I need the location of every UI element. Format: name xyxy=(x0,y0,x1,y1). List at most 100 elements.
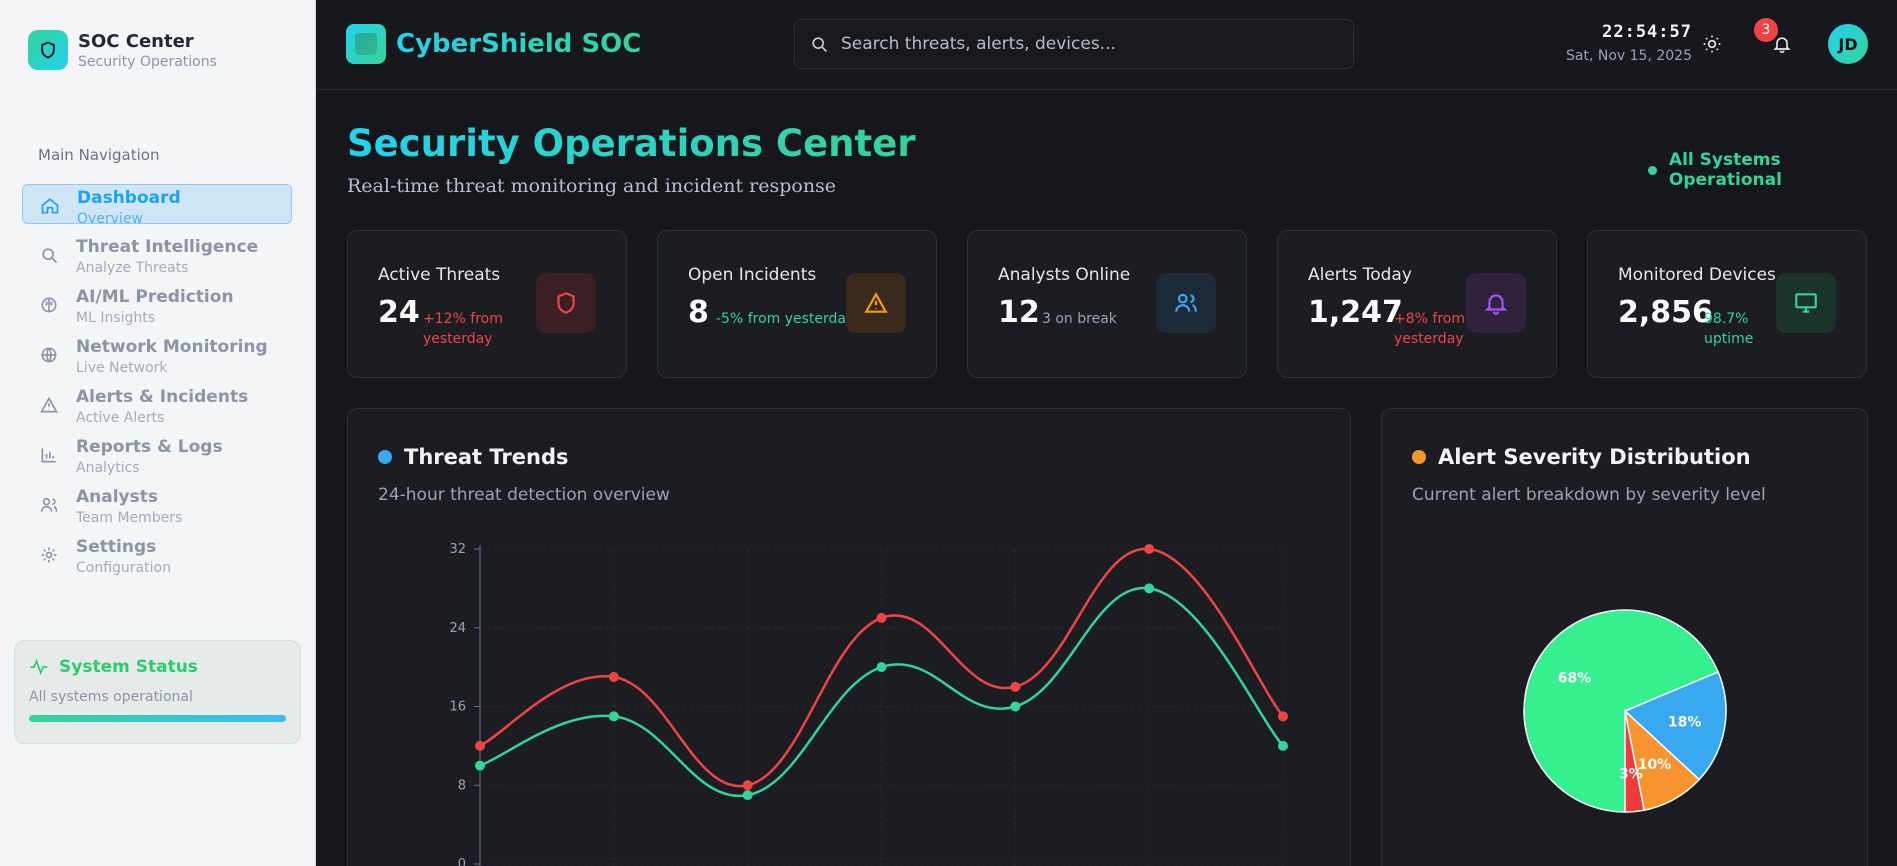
panel-title: Threat Trends xyxy=(378,445,569,469)
main-navigation: Dashboard Overview Threat Intelligence Ana… xyxy=(22,184,292,584)
data-point xyxy=(1010,701,1021,712)
search-box[interactable] xyxy=(794,19,1354,69)
stat-label: Analysts Online xyxy=(998,265,1131,285)
pie-slice xyxy=(1624,710,1645,813)
notifications-button[interactable] xyxy=(1770,32,1794,56)
stat-card-open-incidents[interactable]: Open Incidents 8 -5% from yesterday xyxy=(657,230,937,378)
sidebar-item-analysts[interactable]: Analysts Team Members xyxy=(22,484,292,534)
threat-trends-subtitle: 24-hour threat detection overview xyxy=(378,485,670,505)
page-subtitle: Real-time threat monitoring and incident… xyxy=(347,175,837,197)
bar-chart-icon xyxy=(38,444,60,466)
topbar: CyberShield SOC 22:54:57 Sat, Nov 15, 20… xyxy=(316,0,1897,90)
app-title: CyberShield SOC xyxy=(396,29,642,59)
pie-slice xyxy=(1523,609,1720,813)
gear-icon xyxy=(38,544,60,566)
sidebar-item-sublabel: ML Insights xyxy=(76,310,156,326)
stat-delta-line: yesterday xyxy=(423,331,493,347)
threat-trends-panel: Threat Trends 24-hour threat detection o… xyxy=(347,408,1351,866)
brand-subtitle: Security Operations xyxy=(78,53,217,70)
data-point xyxy=(1278,711,1288,722)
system-status-card: System Status All systems operational xyxy=(14,640,301,744)
data-point xyxy=(1144,544,1155,554)
monitor-icon xyxy=(1776,273,1836,333)
stat-card-alerts-today[interactable]: Alerts Today 1,247 +8% from yesterday xyxy=(1277,230,1557,378)
shield-icon xyxy=(536,273,596,333)
system-status-indicator: All Systems Operational xyxy=(1648,150,1897,190)
stat-delta-line: yesterday xyxy=(1394,331,1464,347)
brand[interactable]: SOC Center Security Operations xyxy=(28,30,217,70)
pie-label: 10% xyxy=(1638,757,1672,773)
sidebar-item-sublabel: Live Network xyxy=(76,360,168,376)
stat-delta-line: +8% from xyxy=(1394,311,1465,327)
sidebar-item-label: Threat Intelligence xyxy=(76,237,259,257)
sidebar-item-sublabel: Configuration xyxy=(76,560,171,576)
sidebar-item-label: Network Monitoring xyxy=(76,337,268,357)
threat-trends-title: Threat Trends xyxy=(404,445,569,469)
sidebar-item-label: AI/ML Prediction xyxy=(76,287,234,307)
warning-icon xyxy=(38,394,60,416)
stat-card-monitored-devices[interactable]: Monitored Devices 2,856 98.7% uptime xyxy=(1587,230,1867,378)
legend-dot xyxy=(378,450,392,464)
stat-delta-line: 98.7% xyxy=(1704,311,1749,327)
stat-card-active-threats[interactable]: Active Threats 24 +12% from yesterday xyxy=(347,230,627,378)
app-brand[interactable]: CyberShield SOC xyxy=(346,24,641,64)
sidebar-item-sublabel: Overview xyxy=(77,211,143,227)
sidebar-item-label: Settings xyxy=(76,537,157,557)
sidebar-item-sublabel: Team Members xyxy=(76,510,183,526)
bell-icon xyxy=(1773,37,1791,54)
warning-icon xyxy=(846,273,906,333)
app-logo xyxy=(346,24,386,64)
activity-icon xyxy=(30,658,48,676)
nav-heading: Main Navigation xyxy=(38,146,160,164)
sidebar-item-sublabel: Analyze Threats xyxy=(76,260,189,276)
stat-delta: -5% from yesterday xyxy=(716,309,854,329)
data-point xyxy=(475,740,485,751)
home-icon xyxy=(39,195,61,217)
stat-delta: 3 on break xyxy=(1042,309,1117,329)
sidebar-item-reports-logs[interactable]: Reports & Logs Analytics xyxy=(22,434,292,484)
sidebar: SOC Center Security Operations Main Navi… xyxy=(0,0,316,866)
globe-icon xyxy=(38,344,60,366)
stat-delta: +12% from yesterday xyxy=(423,309,503,349)
notification-badge: 3 xyxy=(1754,18,1778,42)
sidebar-item-label: Dashboard xyxy=(77,188,181,208)
theme-toggle-button[interactable] xyxy=(1700,32,1724,56)
y-tick-label: 0 xyxy=(458,857,466,866)
clock: 22:54:57 Sat, Nov 15, 2025 xyxy=(1552,22,1692,64)
sidebar-item-ai-ml-prediction[interactable]: AI/ML Prediction ML Insights xyxy=(22,284,292,334)
data-point xyxy=(876,612,887,623)
sidebar-item-label: Alerts & Incidents xyxy=(76,387,249,407)
avatar[interactable]: JD xyxy=(1828,24,1868,64)
stat-value: 8 xyxy=(688,295,709,330)
threat-trends-chart: 0 8 16 24 32 xyxy=(449,542,1288,866)
status-dot xyxy=(1648,165,1657,175)
stat-value: 12 xyxy=(998,295,1040,330)
stat-delta: +8% from yesterday xyxy=(1394,309,1465,349)
sidebar-item-dashboard[interactable]: Dashboard Overview xyxy=(22,184,292,227)
stat-card-analysts-online[interactable]: Analysts Online 12 3 on break xyxy=(967,230,1247,378)
data-point xyxy=(876,662,887,673)
sidebar-item-label: Analysts xyxy=(76,487,159,507)
alert-severity-panel: Alert Severity Distribution Current aler… xyxy=(1381,408,1868,866)
users-icon xyxy=(1156,273,1216,333)
stat-label: Monitored Devices xyxy=(1618,265,1776,285)
stat-delta-line: -5% from yesterday xyxy=(716,311,855,327)
pie-slice xyxy=(1623,670,1727,781)
stat-delta-line: +12% from xyxy=(423,311,503,327)
sun-icon xyxy=(1703,35,1721,53)
brain-icon xyxy=(38,294,60,316)
y-tick-label: 16 xyxy=(449,700,466,715)
data-point xyxy=(608,671,619,682)
stat-value: 24 xyxy=(378,295,420,330)
stat-delta-line: uptime xyxy=(1704,331,1754,347)
sidebar-item-alerts-incidents[interactable]: Alerts & Incidents Active Alerts xyxy=(22,384,292,434)
sidebar-item-settings[interactable]: Settings Configuration xyxy=(22,534,292,584)
sidebar-item-label: Reports & Logs xyxy=(76,437,223,457)
sidebar-item-network-monitoring[interactable]: Network Monitoring Live Network xyxy=(22,334,292,384)
stat-delta-line: 3 on break xyxy=(1042,311,1117,327)
sidebar-item-threat-intelligence[interactable]: Threat Intelligence Analyze Threats xyxy=(22,234,292,284)
y-tick-label: 8 xyxy=(458,778,466,793)
pie-label: 68% xyxy=(1558,670,1592,686)
search-input[interactable] xyxy=(841,34,1321,54)
data-point xyxy=(608,711,619,722)
